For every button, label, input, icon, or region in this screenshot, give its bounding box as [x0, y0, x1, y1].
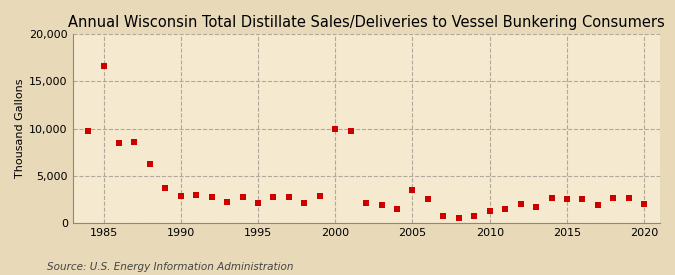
Point: [284, 194, 294, 199]
Point: [221, 200, 232, 205]
Point: [639, 202, 649, 207]
Point: [299, 201, 310, 205]
Point: [176, 194, 186, 198]
Point: [346, 129, 356, 134]
Point: [562, 196, 572, 201]
Point: [191, 192, 202, 197]
Point: [392, 207, 402, 211]
Point: [330, 126, 341, 131]
Title: Annual Wisconsin Total Distillate Sales/Deliveries to Vessel Bunkering Consumers: Annual Wisconsin Total Distillate Sales/…: [68, 15, 664, 30]
Point: [113, 141, 124, 145]
Point: [407, 188, 418, 192]
Point: [500, 207, 510, 211]
Point: [469, 213, 480, 218]
Point: [268, 194, 279, 199]
Point: [623, 196, 634, 200]
Point: [252, 201, 263, 205]
Point: [376, 203, 387, 207]
Point: [454, 216, 464, 221]
Point: [531, 205, 541, 209]
Point: [129, 140, 140, 144]
Point: [207, 194, 217, 199]
Text: Source: U.S. Energy Information Administration: Source: U.S. Energy Information Administ…: [47, 262, 294, 272]
Point: [160, 186, 171, 190]
Point: [515, 202, 526, 207]
Point: [360, 201, 371, 205]
Point: [98, 64, 109, 68]
Point: [593, 203, 603, 207]
Point: [546, 196, 557, 200]
Point: [577, 196, 588, 201]
Point: [83, 129, 94, 134]
Point: [608, 196, 619, 200]
Y-axis label: Thousand Gallons: Thousand Gallons: [15, 79, 25, 178]
Point: [144, 162, 155, 167]
Point: [237, 194, 248, 199]
Point: [438, 213, 449, 218]
Point: [485, 209, 495, 213]
Point: [315, 194, 325, 198]
Point: [423, 196, 433, 201]
